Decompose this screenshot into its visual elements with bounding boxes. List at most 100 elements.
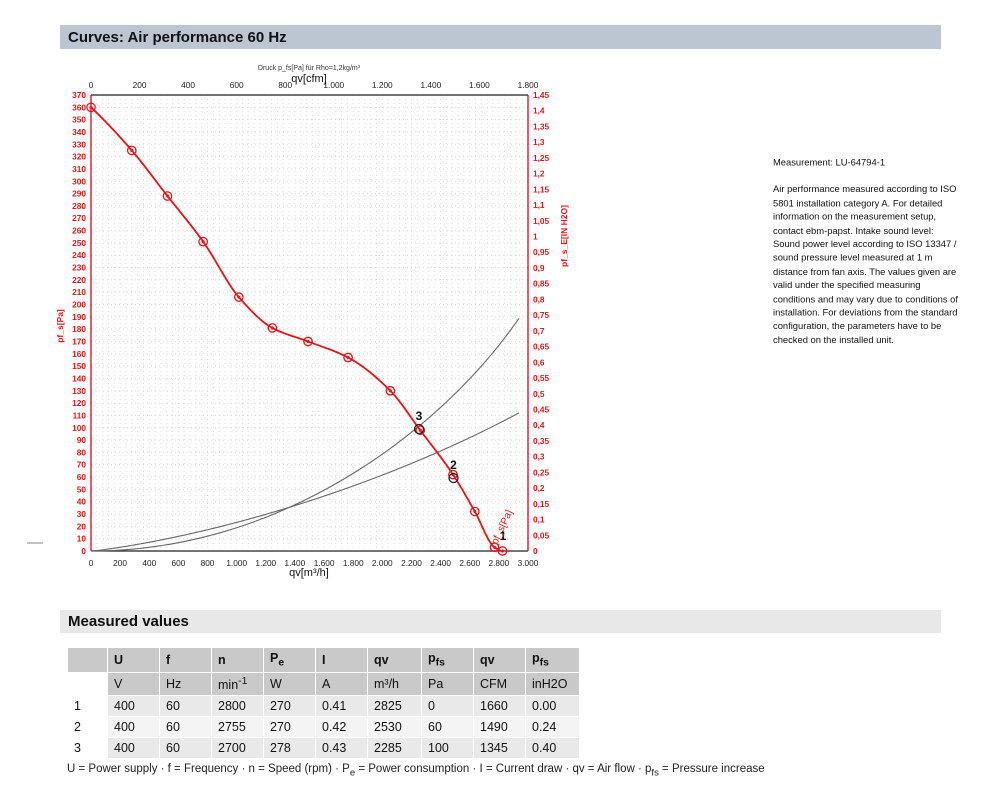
svg-text:1,45: 1,45 xyxy=(533,90,550,100)
svg-text:1.200: 1.200 xyxy=(372,80,393,90)
svg-text:1,2: 1,2 xyxy=(533,169,545,179)
svg-text:190: 190 xyxy=(72,312,86,322)
svg-text:0,65: 0,65 xyxy=(533,342,550,352)
svg-text:1: 1 xyxy=(533,232,538,242)
svg-text:100: 100 xyxy=(72,423,86,433)
svg-text:200: 200 xyxy=(113,558,127,568)
svg-text:2.000: 2.000 xyxy=(372,558,393,568)
svg-text:1,15: 1,15 xyxy=(533,184,550,194)
svg-text:3: 3 xyxy=(416,409,423,423)
svg-text:60: 60 xyxy=(77,472,87,482)
svg-text:600: 600 xyxy=(171,558,185,568)
svg-text:0,55: 0,55 xyxy=(533,373,550,383)
svg-text:400: 400 xyxy=(181,80,195,90)
svg-text:180: 180 xyxy=(72,324,86,334)
svg-text:800: 800 xyxy=(278,80,292,90)
svg-text:800: 800 xyxy=(201,558,215,568)
svg-text:1.000: 1.000 xyxy=(226,558,247,568)
svg-text:pf_s_E[IN H2O]: pf_s_E[IN H2O] xyxy=(559,205,569,267)
svg-text:10: 10 xyxy=(77,534,87,544)
svg-text:0,05: 0,05 xyxy=(533,530,550,540)
svg-text:140: 140 xyxy=(72,374,86,384)
svg-text:0,3: 0,3 xyxy=(533,452,545,462)
svg-text:0: 0 xyxy=(89,80,94,90)
svg-text:0: 0 xyxy=(533,546,538,556)
svg-text:0,5: 0,5 xyxy=(533,389,545,399)
svg-text:1,05: 1,05 xyxy=(533,216,550,226)
svg-text:0,15: 0,15 xyxy=(533,499,550,509)
svg-text:0: 0 xyxy=(81,546,86,556)
svg-text:300: 300 xyxy=(72,176,86,186)
svg-text:340: 340 xyxy=(72,127,86,137)
svg-text:0,8: 0,8 xyxy=(533,294,545,304)
svg-text:pf_s[Pa]: pf_s[Pa] xyxy=(55,309,65,343)
svg-text:130: 130 xyxy=(72,386,86,396)
svg-text:320: 320 xyxy=(72,152,86,162)
svg-text:600: 600 xyxy=(230,80,244,90)
svg-text:150: 150 xyxy=(72,361,86,371)
svg-text:2.600: 2.600 xyxy=(459,558,480,568)
svg-text:40: 40 xyxy=(77,497,87,507)
svg-text:1,25: 1,25 xyxy=(533,153,550,163)
svg-text:0,4: 0,4 xyxy=(533,420,545,430)
svg-text:30: 30 xyxy=(77,509,87,519)
svg-text:3.000: 3.000 xyxy=(518,558,539,568)
svg-text:1.200: 1.200 xyxy=(255,558,276,568)
svg-text:1.600: 1.600 xyxy=(314,558,335,568)
svg-text:1.400: 1.400 xyxy=(285,558,306,568)
svg-text:400: 400 xyxy=(142,558,156,568)
svg-text:1.400: 1.400 xyxy=(421,80,442,90)
svg-text:230: 230 xyxy=(72,263,86,273)
svg-text:110: 110 xyxy=(73,410,87,420)
svg-text:250: 250 xyxy=(72,238,86,248)
svg-text:0,35: 0,35 xyxy=(533,436,550,446)
svg-text:330: 330 xyxy=(72,139,86,149)
svg-text:2.200: 2.200 xyxy=(401,558,422,568)
svg-text:0,2: 0,2 xyxy=(533,483,545,493)
svg-text:270: 270 xyxy=(72,213,86,223)
svg-text:0,6: 0,6 xyxy=(533,357,545,367)
svg-text:280: 280 xyxy=(72,201,86,211)
svg-text:0,7: 0,7 xyxy=(533,326,545,336)
svg-text:0,45: 0,45 xyxy=(533,405,550,415)
svg-text:210: 210 xyxy=(72,287,86,297)
svg-text:1,1: 1,1 xyxy=(533,200,545,210)
svg-text:240: 240 xyxy=(72,250,86,260)
svg-text:0: 0 xyxy=(89,558,94,568)
svg-text:200: 200 xyxy=(72,300,86,310)
svg-text:2: 2 xyxy=(450,458,457,472)
svg-text:0,75: 0,75 xyxy=(533,310,550,320)
svg-text:120: 120 xyxy=(72,398,86,408)
svg-text:2.400: 2.400 xyxy=(430,558,451,568)
svg-text:70: 70 xyxy=(77,460,87,470)
svg-text:310: 310 xyxy=(72,164,86,174)
svg-text:1.600: 1.600 xyxy=(469,80,490,90)
svg-text:0,85: 0,85 xyxy=(533,279,550,289)
svg-text:50: 50 xyxy=(77,484,87,494)
svg-text:0,25: 0,25 xyxy=(533,467,550,477)
svg-text:Druck p_fs[Pa] für Rho=1,2kg/m: Druck p_fs[Pa] für Rho=1,2kg/m³ xyxy=(258,65,361,72)
svg-text:80: 80 xyxy=(77,447,87,457)
svg-text:1.000: 1.000 xyxy=(323,80,344,90)
svg-text:360: 360 xyxy=(72,102,86,112)
svg-text:1,4: 1,4 xyxy=(533,106,545,116)
svg-text:200: 200 xyxy=(133,80,147,90)
svg-text:1,3: 1,3 xyxy=(533,137,545,147)
svg-text:qv[m³/h]: qv[m³/h] xyxy=(289,567,329,579)
svg-text:0,9: 0,9 xyxy=(533,263,545,273)
svg-text:qv[cfm]: qv[cfm] xyxy=(291,73,326,85)
svg-text:1,35: 1,35 xyxy=(533,121,550,131)
svg-text:0,1: 0,1 xyxy=(533,515,545,525)
svg-text:1.800: 1.800 xyxy=(518,80,539,90)
svg-text:260: 260 xyxy=(72,226,86,236)
svg-text:370: 370 xyxy=(72,90,86,100)
svg-text:350: 350 xyxy=(72,115,86,125)
svg-text:0,95: 0,95 xyxy=(533,247,550,257)
svg-text:170: 170 xyxy=(72,337,86,347)
svg-text:290: 290 xyxy=(72,189,86,199)
svg-text:20: 20 xyxy=(77,521,87,531)
svg-text:160: 160 xyxy=(72,349,86,359)
svg-text:2.800: 2.800 xyxy=(489,558,510,568)
svg-text:1.800: 1.800 xyxy=(343,558,364,568)
svg-text:220: 220 xyxy=(72,275,86,285)
